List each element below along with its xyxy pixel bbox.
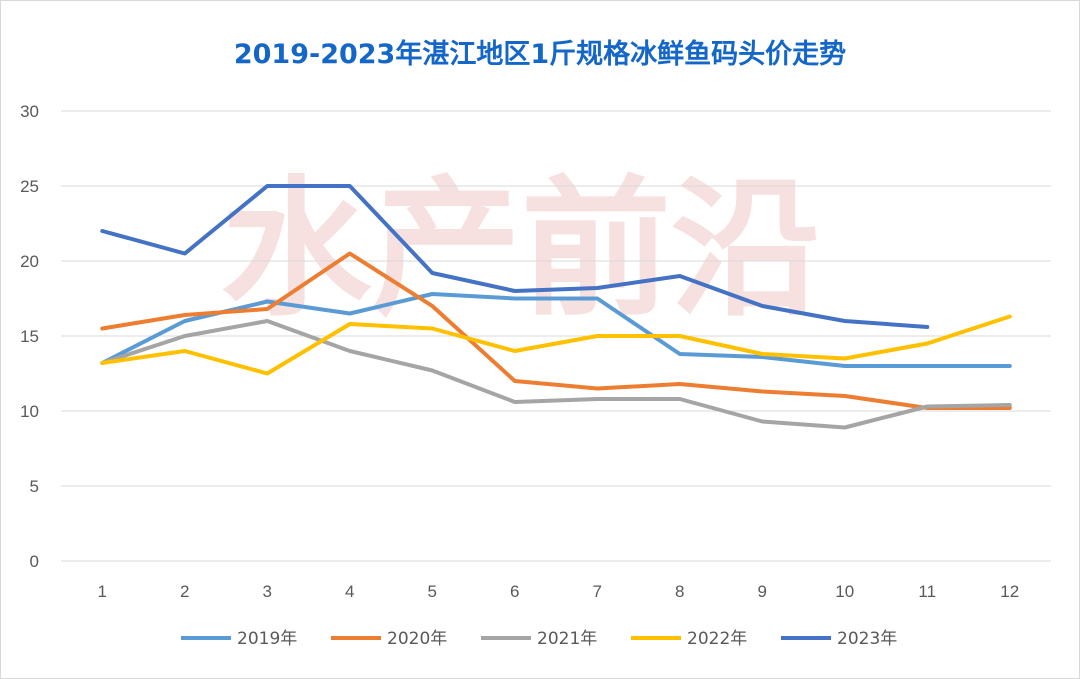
y-tick-label: 0 [30,552,39,571]
series-line-2022年 [100,314,1012,376]
y-tick-label: 25 [20,177,39,196]
y-tick-label: 15 [20,327,39,346]
x-tick-label: 6 [510,582,519,601]
x-tick-label: 10 [835,582,854,601]
series-line-2023年 [100,184,930,329]
y-tick-label: 5 [30,477,39,496]
series-line-2019年 [100,292,1012,368]
y-tick-label: 10 [20,402,39,421]
x-tick-label: 4 [345,582,354,601]
legend-label: 2020年 [387,629,447,649]
legend: 2019年 2020年 2021年 2022年 2023年 [181,629,897,649]
y-tick-label: 30 [20,102,39,121]
x-tick-label: 3 [263,582,272,601]
x-tick-label: 2 [180,582,189,601]
y-axis: 0 5 10 15 20 25 30 [20,102,39,571]
series-line-2021年 [100,319,1012,430]
series-lines [100,184,1012,430]
x-axis: 1 2 3 4 5 6 7 8 9 10 11 12 [98,582,1020,601]
legend-label: 2023年 [837,629,897,649]
x-tick-label: 5 [428,582,437,601]
x-tick-label: 1 [98,582,107,601]
x-tick-label: 7 [593,582,602,601]
x-tick-label: 9 [758,582,767,601]
legend-label: 2022年 [687,629,747,649]
x-tick-label: 12 [1000,582,1019,601]
y-tick-label: 20 [20,252,39,271]
legend-label: 2021年 [537,629,597,649]
gridlines [61,110,1051,562]
watermark: 水产前沿 [221,163,821,337]
series-line-2020年 [100,251,1012,410]
x-tick-label: 11 [918,582,936,601]
chart-title: 2019-2023年湛江地区1斤规格冰鲜鱼码头价走势 [234,38,846,70]
x-tick-label: 8 [675,582,684,601]
legend-label: 2019年 [237,629,297,649]
